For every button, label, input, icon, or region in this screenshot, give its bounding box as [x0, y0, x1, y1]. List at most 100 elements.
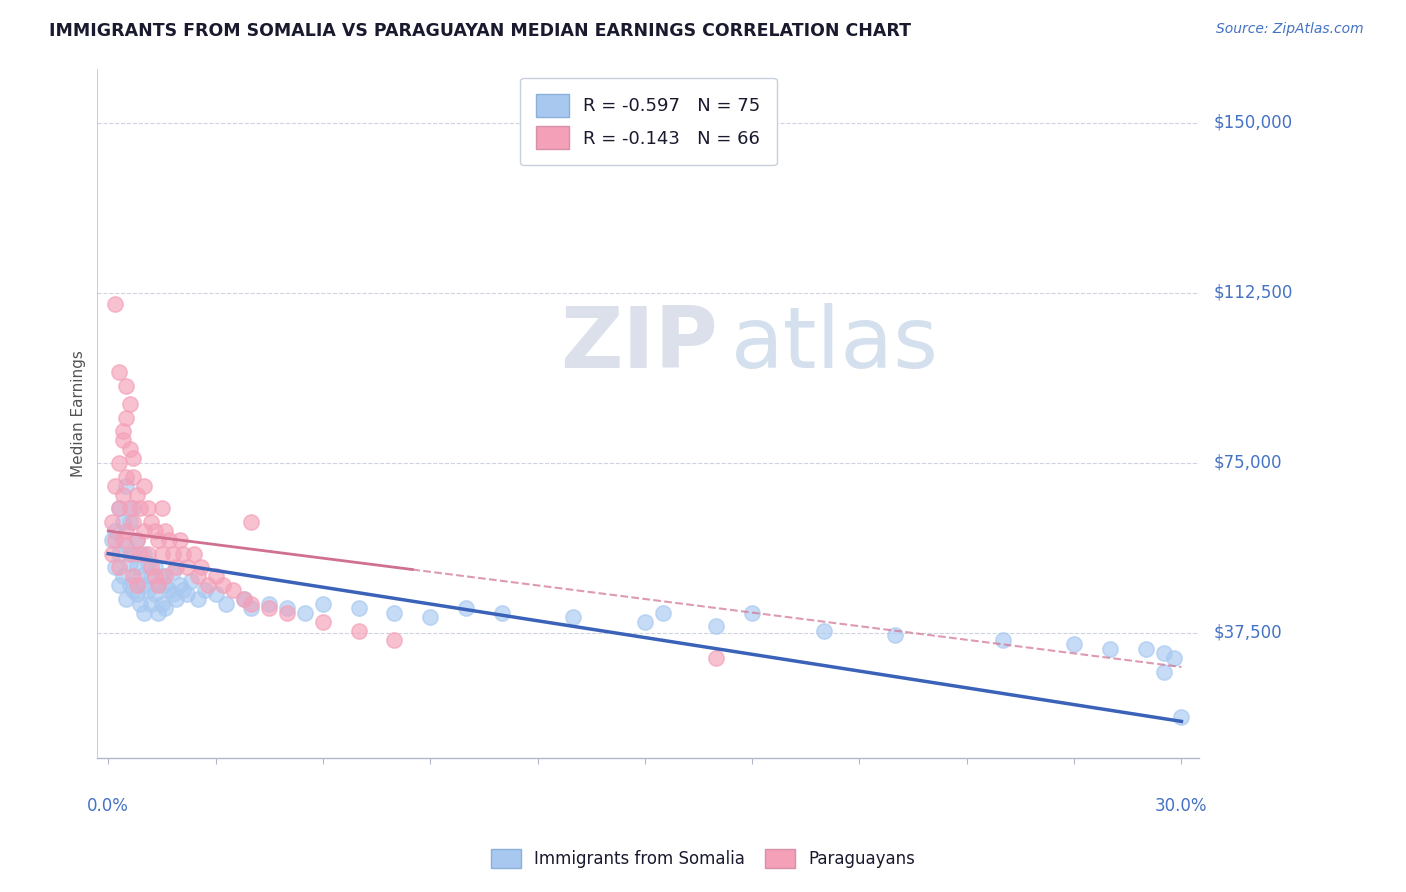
Point [129, 597, 152, 611]
Point [141, 597, 163, 611]
Text: Source: ZipAtlas.com: Source: ZipAtlas.com [1216, 22, 1364, 37]
Point [143, 560, 166, 574]
Point [118, 515, 141, 529]
Point [150, 547, 173, 561]
Point [183, 547, 205, 561]
Point [108, 365, 131, 379]
Point [111, 424, 134, 438]
Point [122, 515, 145, 529]
Point [125, 533, 148, 547]
Point [115, 410, 138, 425]
Text: $112,500: $112,500 [1213, 284, 1292, 302]
Point [312, 597, 335, 611]
Point [141, 560, 163, 574]
Point [108, 456, 131, 470]
Point [1153, 665, 1175, 679]
Point [122, 547, 145, 561]
Point [162, 587, 184, 601]
Point [104, 478, 127, 492]
Point [132, 578, 155, 592]
Point [222, 582, 245, 597]
Point [150, 569, 173, 583]
Text: atlas: atlas [731, 302, 939, 385]
Legend: Immigrants from Somalia, Paraguayans: Immigrants from Somalia, Paraguayans [484, 842, 922, 875]
Point [108, 560, 131, 574]
Point [104, 533, 127, 547]
Point [108, 578, 131, 592]
Point [991, 632, 1014, 647]
Point [132, 524, 155, 538]
Point [1063, 637, 1085, 651]
Point [108, 547, 131, 561]
Point [111, 569, 134, 583]
Point [211, 578, 233, 592]
Point [136, 501, 159, 516]
Point [384, 632, 406, 647]
Point [169, 578, 191, 592]
Point [215, 597, 238, 611]
Point [125, 560, 148, 574]
Text: $37,500: $37,500 [1213, 624, 1282, 642]
Point [155, 601, 177, 615]
Point [157, 582, 180, 597]
Point [150, 597, 173, 611]
Point [150, 501, 173, 516]
Point [165, 560, 187, 574]
Point [104, 524, 127, 538]
Point [706, 619, 728, 633]
Point [233, 592, 256, 607]
Point [148, 578, 170, 592]
Point [122, 451, 145, 466]
Point [190, 560, 212, 574]
Point [165, 592, 187, 607]
Point [1135, 641, 1157, 656]
Point [108, 501, 131, 516]
Point [115, 538, 138, 552]
Point [155, 569, 177, 583]
Point [132, 547, 155, 561]
Point [122, 569, 145, 583]
Point [204, 587, 226, 601]
Point [257, 597, 280, 611]
Point [162, 547, 184, 561]
Point [1170, 710, 1192, 724]
Point [111, 434, 134, 448]
Legend: R = -0.597   N = 75, R = -0.143   N = 66: R = -0.597 N = 75, R = -0.143 N = 66 [520, 78, 776, 166]
Text: $75,000: $75,000 [1213, 454, 1282, 472]
Point [187, 592, 209, 607]
Point [276, 606, 298, 620]
Point [118, 501, 141, 516]
Point [125, 488, 148, 502]
Point [204, 569, 226, 583]
Point [384, 606, 406, 620]
Point [122, 582, 145, 597]
Point [157, 533, 180, 547]
Text: 30.0%: 30.0% [1156, 797, 1208, 814]
Point [813, 624, 835, 638]
Point [104, 560, 127, 574]
Point [132, 478, 155, 492]
Point [111, 488, 134, 502]
Text: IMMIGRANTS FROM SOMALIA VS PARAGUAYAN MEDIAN EARNINGS CORRELATION CHART: IMMIGRANTS FROM SOMALIA VS PARAGUAYAN ME… [49, 22, 911, 40]
Point [118, 397, 141, 411]
Point [101, 547, 124, 561]
Point [312, 615, 335, 629]
Point [176, 560, 198, 574]
Text: $150,000: $150,000 [1213, 114, 1292, 132]
Point [122, 501, 145, 516]
Point [125, 533, 148, 547]
Point [136, 582, 159, 597]
Point [101, 533, 124, 547]
Point [111, 515, 134, 529]
Point [884, 628, 907, 642]
Point [118, 556, 141, 570]
Point [162, 565, 184, 579]
Point [233, 592, 256, 607]
Point [634, 615, 657, 629]
Point [118, 578, 141, 592]
Point [125, 587, 148, 601]
Point [141, 569, 163, 583]
Point [115, 379, 138, 393]
Point [101, 515, 124, 529]
Point [491, 606, 513, 620]
